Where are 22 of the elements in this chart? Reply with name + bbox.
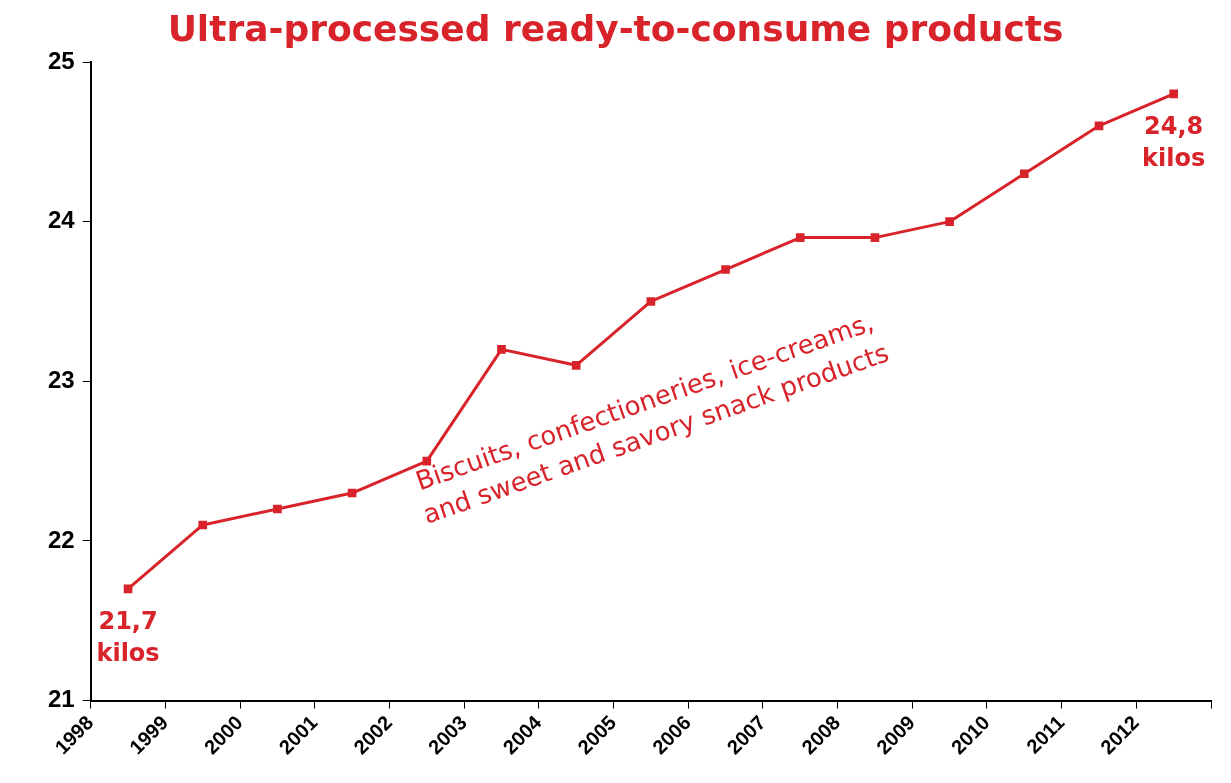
point [721,265,730,274]
y-tick-label: 25 [47,46,75,74]
point [273,504,282,514]
point [646,297,656,306]
point [870,233,880,242]
point [497,345,506,354]
annotation: 21,7 kilos [96,607,160,668]
point [1169,89,1179,99]
point [571,360,581,370]
y-tick-label: 21 [47,685,75,713]
point [123,584,133,594]
point [347,488,357,498]
y-tick-label: 24 [47,206,76,234]
y-tick-label: 22 [47,525,75,553]
point [945,217,954,226]
point [1019,169,1029,179]
y-tick-label: 23 [47,365,75,393]
point [795,233,805,242]
annotation: 24,8 kilos [1142,112,1206,173]
point [1094,121,1104,131]
point [198,520,208,530]
chart-title: Ultra-processed ready-to-consume products [167,8,1064,49]
